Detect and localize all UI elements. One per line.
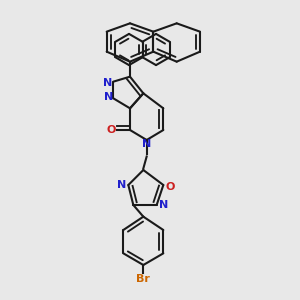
Text: N: N xyxy=(117,180,126,190)
Text: N: N xyxy=(142,139,151,148)
Text: Br: Br xyxy=(136,274,150,284)
Text: O: O xyxy=(165,182,175,191)
Text: N: N xyxy=(103,78,112,88)
Text: N: N xyxy=(159,200,168,210)
Text: O: O xyxy=(106,125,116,135)
Text: N: N xyxy=(104,92,113,102)
